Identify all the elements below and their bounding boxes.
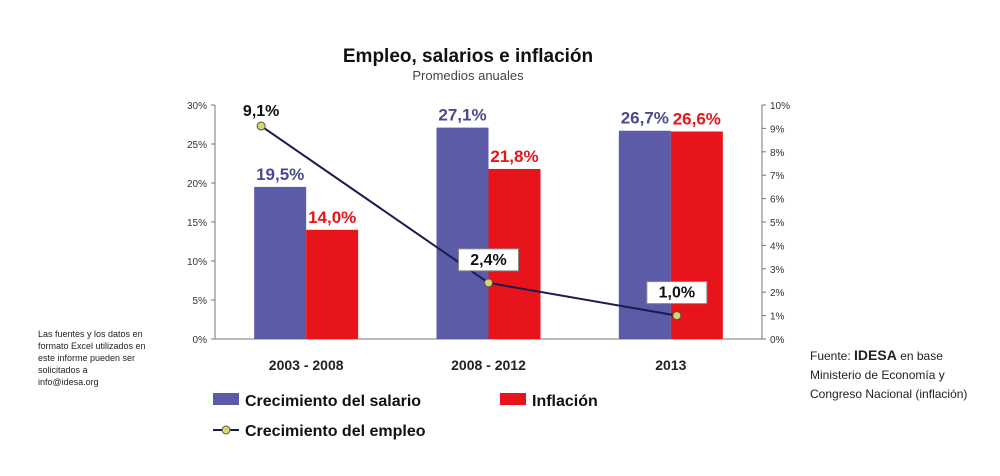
- left-axis-ticks: 0% 5% 10% 15% 20% 25% 30%: [187, 101, 215, 346]
- left-tick-label: 30%: [187, 101, 207, 112]
- chart-title: Empleo, salarios e inflación: [343, 46, 593, 67]
- left-tick-label: 25%: [187, 140, 207, 151]
- source-prefix: Fuente:: [810, 349, 851, 363]
- employment-point: [484, 278, 493, 288]
- legend-swatch-marker: [221, 425, 231, 435]
- category-label: 2003 - 2008: [269, 357, 344, 373]
- value-label-salario: 19,5%: [256, 165, 304, 184]
- right-axis-ticks: 0% 1% 2% 3% 4% 5% 6% 7% 8% 9% 10%: [762, 101, 790, 346]
- bar-salario: [254, 186, 307, 339]
- left-tick-label: 15%: [187, 218, 207, 229]
- value-labels: 19,5% 14,0% 27,1% 21,8% 26,7% 26,6% 9,1% 2,4% 1,…: [243, 103, 721, 302]
- employment-line: [256, 121, 708, 321]
- chart-subtitle: Promedios anuales: [412, 68, 524, 83]
- right-tick-label: 10%: [770, 101, 790, 112]
- right-tick-label: 9%: [770, 124, 785, 135]
- right-tick-label: 1%: [770, 312, 785, 323]
- category-label: 2013: [655, 357, 686, 373]
- data-request-note: Las fuentes y los datos en formato Excel…: [38, 329, 146, 387]
- bars: [254, 127, 723, 340]
- legend: Crecimiento del salario Inflación Crecimie…: [213, 393, 598, 440]
- legend-label: Crecimiento del empleo: [245, 423, 426, 440]
- right-tick-label: 4%: [770, 241, 785, 252]
- bar-salario: [618, 130, 671, 339]
- value-label-empleo: 9,1%: [243, 103, 279, 120]
- left-tick-label: 5%: [193, 296, 208, 307]
- value-label-empleo: 1,0%: [659, 285, 695, 302]
- left-tick-label: 20%: [187, 179, 207, 190]
- bar-inflacion: [670, 131, 723, 339]
- employment-point: [672, 311, 682, 321]
- employment-label-box: [458, 248, 519, 272]
- legend-swatch: [213, 393, 239, 405]
- right-tick-label: 6%: [770, 195, 785, 206]
- right-tick-label: 0%: [770, 335, 785, 346]
- legend-label: Crecimiento del salario: [245, 393, 421, 410]
- bar-salario: [436, 127, 489, 340]
- right-tick-label: 5%: [770, 218, 785, 229]
- right-tick-label: 8%: [770, 148, 785, 159]
- source-org: IDESA: [854, 347, 897, 363]
- right-tick-label: 2%: [770, 288, 785, 299]
- category-labels: 2003 - 2008 2008 - 2012 2013: [269, 357, 687, 373]
- category-label: 2008 - 2012: [451, 357, 526, 373]
- value-label-inflacion: 14,0%: [308, 208, 356, 227]
- source-note: Fuente: IDESA en base Ministerio de Econ…: [810, 346, 980, 404]
- legend-swatch: [500, 393, 526, 405]
- value-label-salario: 27,1%: [438, 106, 486, 125]
- employment-point: [256, 121, 266, 131]
- left-tick-label: 10%: [187, 257, 207, 268]
- legend-label: Inflación: [532, 393, 598, 410]
- right-tick-label: 7%: [770, 171, 785, 182]
- bar-inflacion: [306, 229, 359, 339]
- value-label-inflacion: 21,8%: [490, 147, 538, 166]
- value-label-empleo: 2,4%: [470, 252, 506, 269]
- left-tick-label: 0%: [193, 335, 208, 346]
- value-label-salario: 26,7%: [621, 109, 669, 128]
- value-label-inflacion: 26,6%: [673, 110, 721, 129]
- right-tick-label: 3%: [770, 265, 785, 276]
- employment-label-box: [646, 281, 708, 305]
- source-suffix: en base Ministerio de Economía y Congres…: [810, 349, 968, 401]
